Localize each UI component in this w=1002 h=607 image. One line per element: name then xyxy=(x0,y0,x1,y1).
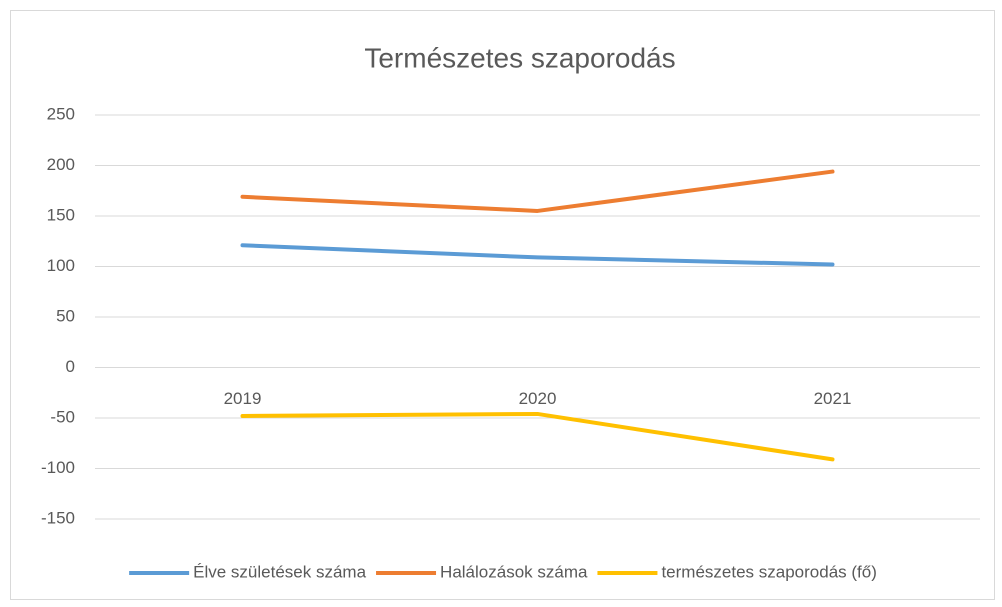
x-tick-label: 2020 xyxy=(519,389,557,408)
y-tick-label: 150 xyxy=(47,205,75,224)
y-tick-label: 50 xyxy=(56,306,75,325)
y-tick-label: -150 xyxy=(41,508,75,527)
y-tick-label: 200 xyxy=(47,155,75,174)
x-tick-label: 2021 xyxy=(814,389,852,408)
y-tick-label: -50 xyxy=(50,407,75,426)
chart-frame xyxy=(10,10,995,600)
legend: Élve születések száma Halálozások száma te… xyxy=(129,562,877,581)
legend-label: Halálozások száma xyxy=(440,562,588,581)
series-line xyxy=(240,411,835,462)
chart-title: Természetes szaporodás xyxy=(364,42,675,73)
y-tick-label: 0 xyxy=(66,357,75,376)
y-tick-label: -100 xyxy=(41,458,75,477)
series-line xyxy=(240,243,835,267)
y-tick-label: 250 xyxy=(47,104,75,123)
x-tick-label: 2019 xyxy=(224,389,262,408)
y-tick-label: 100 xyxy=(47,256,75,275)
legend-label: természetes szaporodás (fő) xyxy=(661,562,876,581)
legend-label: Élve születések száma xyxy=(193,562,366,581)
series-line xyxy=(240,169,835,213)
